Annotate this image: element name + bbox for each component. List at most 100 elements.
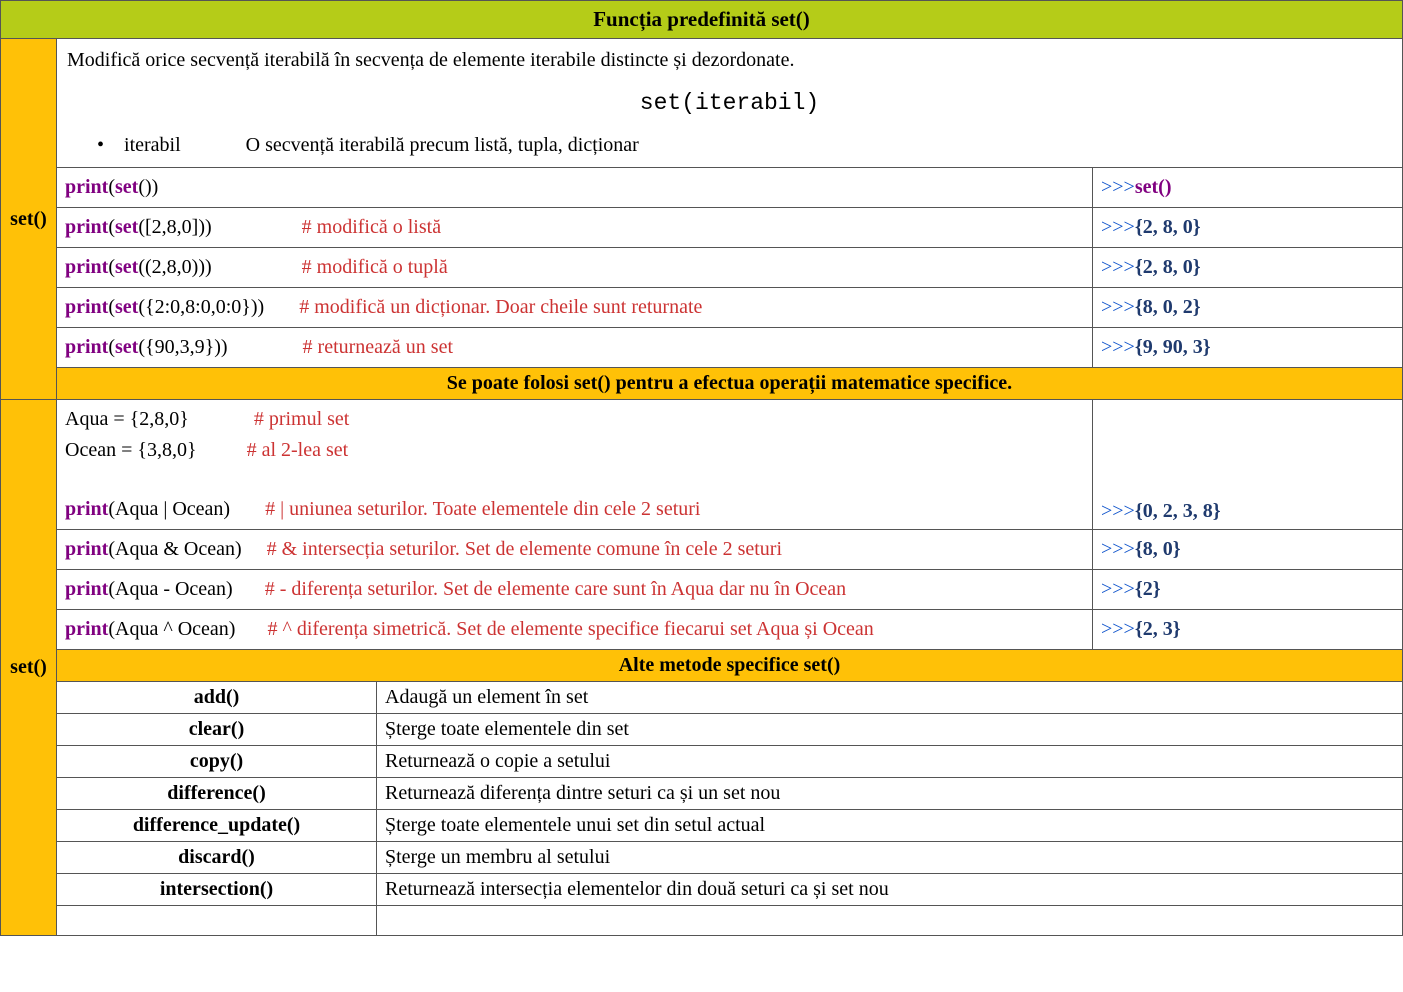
code-row: print(set([2,8,0])) # modifică o listă >… xyxy=(1,208,1403,248)
code-row: print(set({90,3,9})) # returnează un set… xyxy=(1,328,1403,368)
kw-print: print xyxy=(65,256,108,278)
op-comment: # - diferența seturilor. Set de elemente… xyxy=(265,578,846,600)
method-name: difference_update() xyxy=(57,810,377,842)
intro-text: Modifică orice secvență iterabilă în sec… xyxy=(67,49,1392,72)
kw-print: print xyxy=(65,538,108,560)
param-line: iterabil O secvență iterabilă precum lis… xyxy=(97,134,1392,157)
setup-line2-comment: # al 2-lea set xyxy=(247,439,349,461)
setup-line1-code: Aqua = {2,8,0} xyxy=(65,408,189,430)
method-desc: Șterge toate elementele din set xyxy=(377,714,1403,746)
out-value: {8, 0, 2} xyxy=(1135,296,1201,318)
method-name: intersection() xyxy=(57,874,377,906)
method-desc: Șterge toate elementele unui set din set… xyxy=(377,810,1403,842)
setup-line2-code: Ocean = {3,8,0} xyxy=(65,439,197,461)
kw-print: print xyxy=(65,578,108,600)
op-comment: # & intersecția seturilor. Set de elemen… xyxy=(267,538,782,560)
out-prefix: >>> xyxy=(1101,256,1135,278)
method-desc: Returnează o copie a setului xyxy=(377,746,1403,778)
kw-print: print xyxy=(65,618,108,640)
kw-print: print xyxy=(65,176,108,198)
code-row: print(set({2:0,8:0,0:0})) # modifică un … xyxy=(1,288,1403,328)
out-prefix: >>> xyxy=(1101,216,1135,238)
paren: ( xyxy=(108,176,115,198)
method-row: clear() Șterge toate elementele din set xyxy=(1,714,1403,746)
method-name: difference() xyxy=(57,778,377,810)
out-value: {2} xyxy=(1135,578,1161,600)
code-row: print(Aqua ^ Ocean) # ^ diferența simetr… xyxy=(1,610,1403,650)
print-args: (Aqua | Ocean) xyxy=(108,498,230,520)
method-name: discard() xyxy=(57,842,377,874)
code-row: print(Aqua - Ocean) # - diferența seturi… xyxy=(1,570,1403,610)
out-prefix: >>> xyxy=(1101,500,1135,522)
code-tail: ({90,3,9})) xyxy=(138,336,227,358)
out-prefix: >>> xyxy=(1101,578,1135,600)
kw-print: print xyxy=(65,216,108,238)
op-args: (Aqua ^ Ocean) xyxy=(108,618,235,640)
method-row: difference() Returnează diferența dintre… xyxy=(1,778,1403,810)
code-row: print(set((2,8,0))) # modifică o tuplă >… xyxy=(1,248,1403,288)
method-name: clear() xyxy=(57,714,377,746)
method-row xyxy=(1,906,1403,936)
method-row: add() Adaugă un element în set xyxy=(1,682,1403,714)
paren: ( xyxy=(108,216,115,238)
code-comment: # modifică o tuplă xyxy=(302,256,448,278)
method-desc: Adaugă un element în set xyxy=(377,682,1403,714)
subheader-methods: Alte metode specifice set() xyxy=(57,650,1403,682)
out-prefix: >>> xyxy=(1101,336,1135,358)
subheader-ops: Se poate folosi set() pentru a efectua o… xyxy=(57,368,1403,400)
method-name: add() xyxy=(57,682,377,714)
out-prefix: >>> xyxy=(1101,618,1135,640)
method-row: discard() Șterge un membru al setului xyxy=(1,842,1403,874)
kw-print: print xyxy=(65,336,108,358)
method-desc: Returnează intersecția elementelor din d… xyxy=(377,874,1403,906)
op-comment: # ^ diferența simetrică. Set de elemente… xyxy=(267,618,873,640)
method-row: difference_update() Șterge toate element… xyxy=(1,810,1403,842)
out-value: {2, 3} xyxy=(1135,618,1181,640)
kw-print: print xyxy=(65,498,108,520)
method-name xyxy=(57,906,377,936)
paren: ( xyxy=(108,296,115,318)
method-name: copy() xyxy=(57,746,377,778)
kw-set: set xyxy=(115,256,138,278)
code-comment: # modifică o listă xyxy=(302,216,441,238)
doc-table: Funcția predefinită set() set() Modifică… xyxy=(0,0,1403,936)
param-desc: O secvență iterabilă precum listă, tupla… xyxy=(246,134,639,156)
kw-print: print xyxy=(65,296,108,318)
code-tail: ({2:0,8:0,0:0})) xyxy=(138,296,264,318)
syntax-text: set(iterabil) xyxy=(67,90,1392,116)
out-value: {2, 8, 0} xyxy=(1135,216,1201,238)
op-args: (Aqua & Ocean) xyxy=(108,538,241,560)
out-value: {2, 8, 0} xyxy=(1135,256,1201,278)
code-row: print(Aqua & Ocean) # & intersecția setu… xyxy=(1,530,1403,570)
header-title: Funcția predefinită set() xyxy=(1,1,1403,39)
out-prefix: >>> xyxy=(1101,176,1135,198)
code-comment: # returnează un set xyxy=(303,336,453,358)
print-comment: # | uniunea seturilor. Toate elementele … xyxy=(265,498,700,520)
code-comment: # modifică un dicționar. Doar cheile sun… xyxy=(299,296,702,318)
out-prefix: >>> xyxy=(1101,296,1135,318)
kw-set: set xyxy=(115,336,138,358)
kw-set: set xyxy=(115,296,138,318)
out-value: {9, 90, 3} xyxy=(1135,336,1211,358)
out-value: {0, 2, 3, 8} xyxy=(1135,500,1221,522)
method-desc xyxy=(377,906,1403,936)
op-args: (Aqua - Ocean) xyxy=(108,578,232,600)
method-row: copy() Returnează o copie a setului xyxy=(1,746,1403,778)
param-name: iterabil xyxy=(124,134,181,156)
method-desc: Returnează diferența dintre seturi ca și… xyxy=(377,778,1403,810)
out-prefix: >>> xyxy=(1101,538,1135,560)
code-tail: ()) xyxy=(138,176,158,198)
intro-cell: Modifică orice secvență iterabilă în sec… xyxy=(57,39,1403,168)
code-row: print(set()) >>>set() xyxy=(1,168,1403,208)
code-tail: ((2,8,0))) xyxy=(138,256,211,278)
out-value: {8, 0} xyxy=(1135,538,1181,560)
paren: ( xyxy=(108,336,115,358)
setup-block: Aqua = {2,8,0} # primul set Ocean = {3,8… xyxy=(57,400,1093,530)
kw-set: set xyxy=(115,176,138,198)
method-desc: Șterge un membru al setului xyxy=(377,842,1403,874)
topic-label-2: set() xyxy=(1,400,57,936)
kw-set: set xyxy=(115,216,138,238)
code-tail: ([2,8,0])) xyxy=(138,216,211,238)
method-row: intersection() Returnează intersecția el… xyxy=(1,874,1403,906)
setup-line1-comment: # primul set xyxy=(254,408,350,430)
